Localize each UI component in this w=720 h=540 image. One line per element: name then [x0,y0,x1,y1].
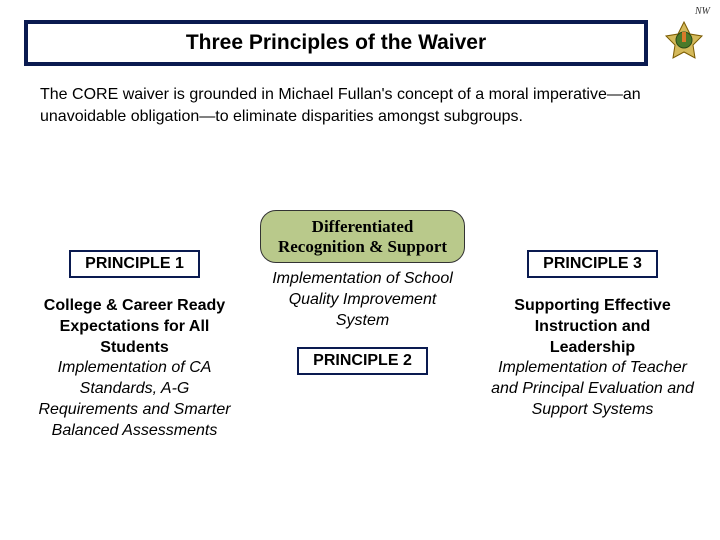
principle-3-label: PRINCIPLE 3 [527,250,658,278]
principle-2-label: PRINCIPLE 2 [297,347,428,375]
principle-1-body: College & Career Ready Expectations for … [32,296,237,442]
principle-2-body: Implementation of School Quality Improve… [260,269,465,331]
principle-1-label: PRINCIPLE 1 [69,250,200,278]
principle-3-body: Supporting Effective Instruction and Lea… [490,296,695,421]
slide-logo: NW [654,6,710,62]
intro-paragraph: The CORE waiver is grounded in Michael F… [40,84,670,127]
principle-3-detail: Implementation of Teacher and Principal … [490,358,695,420]
principle-2-pill: Differentiated Recognition & Support [260,210,465,263]
title-bar: Three Principles of the Waiver [24,20,648,66]
principle-3-column: PRINCIPLE 3 Supporting Effective Instruc… [490,250,695,421]
slide-title: Three Principles of the Waiver [186,31,486,55]
principle-2-detail: Implementation of School Quality Improve… [260,269,465,331]
principle-1-column: PRINCIPLE 1 College & Career Ready Expec… [32,250,237,442]
principle-2-column: Differentiated Recognition & Support Imp… [260,210,465,375]
principle-1-heading: College & Career Ready Expectations for … [32,296,237,358]
principle-3-heading: Supporting Effective Instruction and Lea… [490,296,695,358]
logo-nw-text: NW [695,6,710,17]
principle-1-detail: Implementation of CA Standards, A-G Requ… [32,358,237,441]
